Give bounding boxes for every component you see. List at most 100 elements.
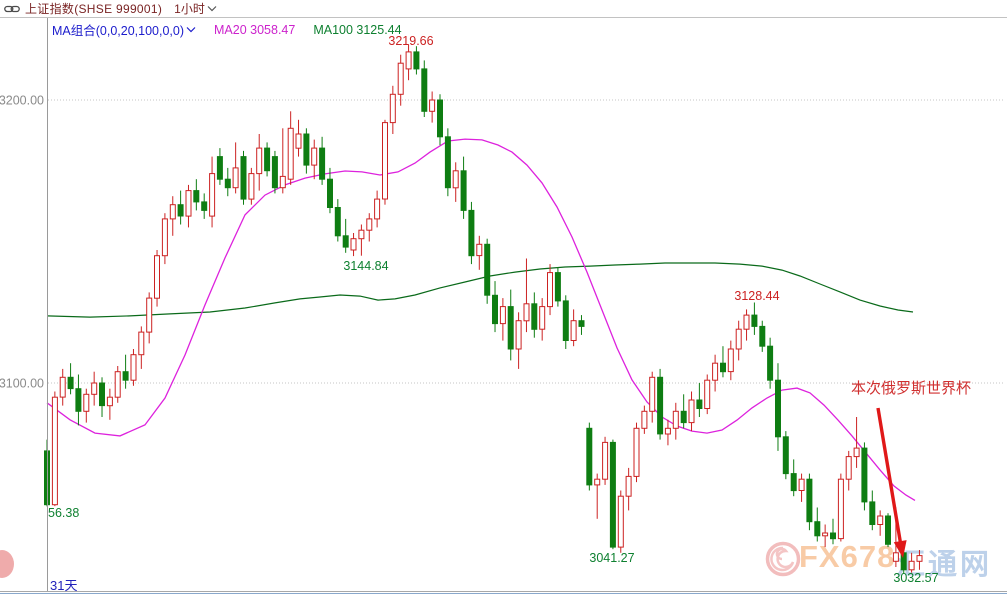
ma-group-selector[interactable]: MA组合(0,0,20,100,0,0) — [52, 20, 196, 39]
ma100-line — [46, 262, 914, 318]
candle — [271, 150, 278, 194]
timeframe-selector[interactable]: 1小时 — [174, 0, 217, 17]
candle — [908, 552, 915, 573]
candle — [476, 235, 483, 270]
candle — [232, 142, 239, 194]
candle — [704, 374, 711, 415]
candle — [358, 224, 365, 256]
price-label: 3219.66 — [388, 34, 433, 48]
chevron-down-icon — [186, 27, 196, 33]
candle — [515, 312, 522, 369]
annotation-arrowhead — [893, 540, 907, 558]
swirl-logo — [765, 541, 801, 577]
candle — [295, 119, 302, 157]
candle — [303, 128, 310, 174]
candle — [413, 46, 420, 75]
candle — [775, 363, 781, 451]
candle — [366, 213, 373, 242]
candle — [83, 388, 90, 423]
candle — [334, 199, 341, 242]
candle — [201, 193, 208, 219]
candle — [830, 518, 836, 545]
candle — [578, 315, 585, 335]
candle — [547, 264, 553, 316]
candle — [138, 326, 145, 369]
watermark-brand: FX678 — [799, 539, 896, 574]
candle — [751, 302, 758, 335]
candle — [861, 442, 868, 511]
candle — [122, 354, 129, 389]
candle — [319, 136, 326, 185]
y-axis-tick-label: 3200.00 — [0, 94, 44, 108]
candle — [484, 238, 491, 304]
candle — [885, 513, 891, 548]
price-label: 56.38 — [48, 506, 79, 520]
candle — [594, 473, 601, 519]
candle — [790, 459, 797, 497]
y-axis-line — [47, 18, 48, 591]
candle — [264, 142, 271, 177]
candle — [106, 388, 113, 420]
candle — [374, 190, 381, 228]
candle — [814, 507, 821, 542]
candle — [177, 190, 184, 225]
candle — [649, 371, 656, 423]
chart-bottom-border — [0, 591, 1007, 592]
candle — [311, 139, 318, 180]
candle — [161, 213, 168, 265]
candle — [688, 391, 695, 432]
candle — [216, 148, 223, 185]
candle — [460, 156, 467, 219]
candle — [672, 402, 679, 440]
candle — [853, 417, 860, 468]
candle — [405, 44, 412, 81]
candle — [350, 233, 357, 257]
candle — [51, 391, 58, 507]
price-label: 3144.84 — [343, 259, 388, 273]
candle — [531, 292, 538, 338]
candle — [224, 167, 231, 197]
price-label: 3041.27 — [589, 551, 634, 565]
candle — [727, 340, 734, 381]
candle — [75, 374, 82, 426]
candle — [562, 295, 569, 349]
candle — [696, 383, 703, 417]
ma20-line — [46, 138, 916, 501]
candle — [382, 119, 388, 205]
candle — [570, 309, 577, 347]
candle — [444, 128, 451, 197]
candle — [539, 298, 546, 341]
time-range-label[interactable]: 31天 — [50, 578, 78, 593]
candle — [185, 184, 192, 228]
y-axis-tick-label: 3100.00 — [0, 377, 44, 391]
candle — [507, 289, 514, 361]
candle — [91, 371, 98, 406]
candle — [743, 309, 750, 341]
candle — [130, 349, 137, 386]
candle — [146, 292, 153, 344]
candle — [664, 419, 671, 446]
candle — [554, 267, 561, 307]
candle — [327, 167, 333, 214]
timeframe-label: 1小时 — [174, 2, 205, 16]
candle — [421, 60, 428, 117]
candle — [720, 346, 726, 378]
candle — [735, 320, 742, 361]
candlestick-series — [44, 44, 923, 574]
candle — [523, 258, 530, 333]
candle — [609, 439, 616, 550]
candle — [468, 201, 475, 265]
chart-title: 上证指数(SHSE 999001) — [25, 2, 163, 16]
candle — [680, 394, 687, 429]
candle — [845, 450, 852, 491]
link-icon — [4, 4, 20, 14]
candle — [617, 490, 624, 553]
candle — [169, 196, 176, 236]
candle — [287, 111, 294, 185]
candle — [602, 436, 609, 485]
candle — [67, 363, 74, 395]
candle — [657, 368, 664, 440]
candle — [59, 368, 66, 406]
